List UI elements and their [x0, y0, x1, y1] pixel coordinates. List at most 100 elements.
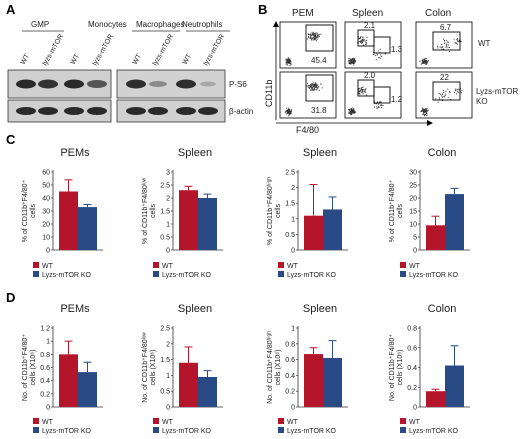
flow-event-dot [349, 62, 351, 64]
lane-label: WT [132, 52, 144, 66]
legend-label-wt: WT [287, 419, 299, 426]
y-tick-label: 1.2 [40, 326, 50, 333]
flow-event-dot [457, 92, 459, 93]
flow-event-dot [289, 59, 291, 61]
flow-event-dot [352, 61, 353, 63]
flow-event-dot [423, 110, 424, 112]
band [38, 107, 58, 115]
flow-gate-value: 22 [440, 73, 449, 82]
y-tick-label: 0.5 [285, 232, 295, 239]
legend-label-ko: Lyzs-mTOR KO [162, 428, 212, 435]
flow-event-dot [362, 93, 364, 95]
y-tick-label: 1 [166, 373, 170, 380]
y-tick-label: 0 [413, 405, 417, 412]
flow-event-dot [422, 110, 424, 112]
flow-event-dot [285, 58, 287, 60]
flow-event-dot [288, 107, 290, 109]
legend-label-wt: WT [42, 263, 54, 270]
flow-event-dot [285, 111, 287, 112]
flow-event-dot [310, 85, 312, 87]
y-tick-label: 20 [409, 196, 417, 203]
flow-event-dot [289, 58, 291, 60]
flow-event-dot [351, 58, 353, 60]
legend-label-ko: Lyzs-mTOR KO [287, 428, 337, 435]
flow-event-dot [461, 90, 463, 92]
flow-event-dot [426, 60, 428, 61]
flow-event-dot [312, 81, 314, 83]
flow-event-dot [437, 47, 439, 49]
flow-event-dot [358, 92, 360, 94]
flow-event-dot [444, 96, 446, 98]
lane-label: lyzs-mTOR [42, 33, 65, 67]
flow-event-dot [424, 62, 426, 64]
legend-swatch-ko [278, 427, 284, 433]
flow-event-dot [350, 111, 352, 113]
flow-event-dot [315, 40, 317, 42]
flow-event-dot [426, 110, 428, 112]
flow-event-dot [290, 64, 292, 65]
flow-event-dot [422, 109, 424, 111]
flow-event-dot [425, 114, 427, 116]
flow-event-dot [442, 90, 444, 91]
band [87, 80, 107, 88]
band [64, 107, 84, 115]
bar-ko [445, 365, 464, 407]
flow-event-dot [425, 63, 427, 65]
flow-event-dot [425, 63, 427, 65]
flow-event-dot [287, 58, 289, 60]
flow-gate [373, 36, 391, 54]
flow-event-dot [444, 40, 445, 41]
group-label-gmp: GMP [31, 20, 49, 29]
y-tick-label: 1.5 [285, 201, 295, 208]
flow-column-title: Spleen [352, 8, 383, 19]
flow-event-dot [313, 34, 315, 36]
band [198, 107, 218, 115]
flow-event-dot [290, 110, 292, 112]
y-axis-label: No. of CD11b⁺F4/80⁺cells (X10⁶) [22, 334, 37, 401]
blot-actin-right [116, 99, 226, 123]
flow-event-dot [348, 62, 350, 64]
flow-event-dot [319, 36, 320, 38]
flow-event-dot [360, 39, 362, 41]
legend-swatch-ko [33, 427, 39, 433]
flow-event-dot [380, 54, 382, 56]
flow-event-dot [290, 60, 291, 62]
legend-swatch-wt [400, 262, 406, 268]
legend-swatch-ko [153, 427, 159, 433]
flow-event-dot [447, 47, 449, 49]
flow-event-dot [320, 83, 322, 85]
y-tick-label: 40 [42, 196, 50, 203]
legend-swatch-ko [400, 271, 406, 277]
flow-event-dot [421, 62, 423, 64]
flow-event-dot [311, 39, 313, 41]
flow-event-dot [316, 89, 318, 91]
flow-event-dot [380, 104, 382, 106]
flow-event-dot [285, 59, 287, 61]
flow-event-dot [317, 84, 319, 86]
flow-event-dot [290, 112, 292, 114]
flow-event-dot [310, 33, 312, 35]
flow-event-dot [362, 91, 364, 93]
flow-event-dot [312, 87, 314, 89]
flow-column-title: Colon [425, 8, 451, 19]
y-axis-label: No. of CD11b⁺F4/80ʰⁱᵍʰcells (X10⁶) [266, 331, 282, 404]
bar-wt [304, 215, 323, 250]
flow-event-dot [446, 44, 448, 46]
legend-label-ko: Lyzs-mTOR KO [287, 272, 337, 279]
flow-event-dot [455, 42, 457, 44]
flow-event-dot [424, 59, 426, 61]
flow-event-dot [374, 55, 376, 57]
flow-event-dot [376, 103, 378, 105]
flow-event-dot [422, 62, 424, 64]
flow-event-dot [376, 54, 378, 56]
y-tick-label: 0 [291, 248, 295, 255]
flow-event-dot [308, 36, 309, 38]
flow-event-dot [361, 41, 363, 43]
flow-event-dot [313, 84, 315, 86]
flow-event-dot [365, 43, 366, 45]
band [176, 79, 196, 89]
flow-event-dot [426, 58, 428, 60]
flow-event-dot [309, 86, 311, 88]
flow-event-dot [377, 101, 379, 103]
